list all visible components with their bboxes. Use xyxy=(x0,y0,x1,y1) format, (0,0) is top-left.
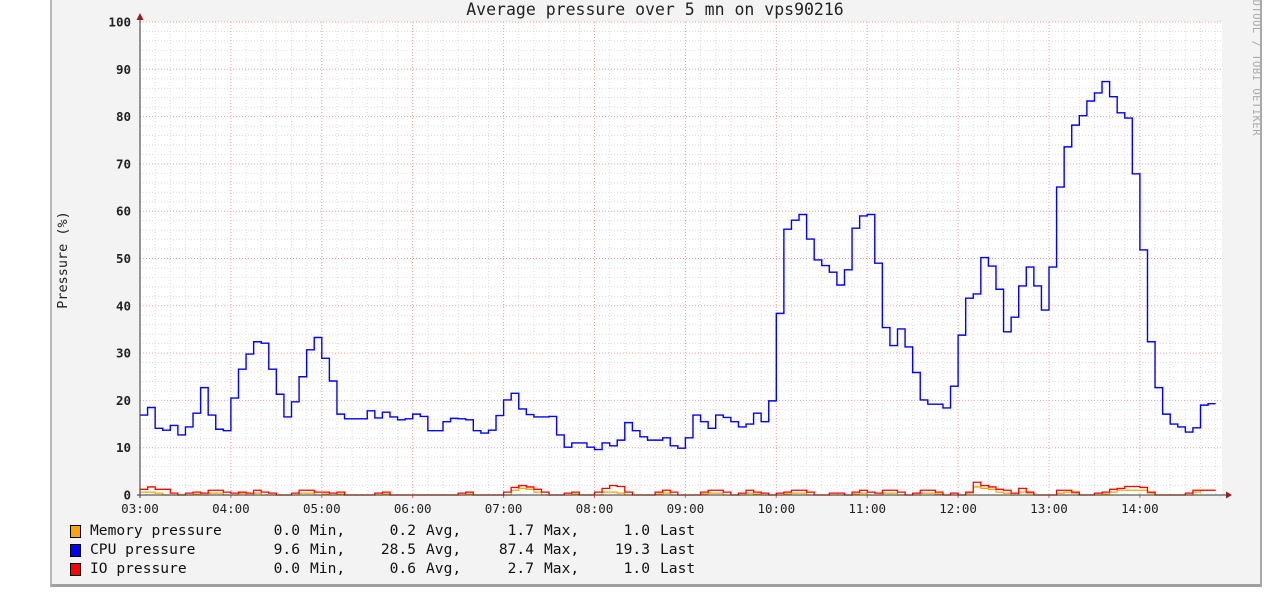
stat-min: 9.6 xyxy=(273,541,300,558)
stat-avg: 28.5 xyxy=(380,541,416,558)
x-axis-arrow-icon xyxy=(1226,491,1232,499)
stat-max: 1.7 xyxy=(507,522,534,539)
x-tick-label: 10:00 xyxy=(757,501,795,516)
watermark: RRDTOOL / TOBI OETIKER xyxy=(1250,0,1262,137)
y-tick-label: 20 xyxy=(116,393,131,408)
y-tick-label: 90 xyxy=(116,62,131,77)
legend-item-memory: Memory pressure 0.0 Min, 0.2 Avg, 1.7 Max, 1.0… xyxy=(70,522,770,540)
stat-max: 87.4 xyxy=(498,541,534,558)
y-tick-label: 40 xyxy=(116,298,131,313)
y-tick-label: 80 xyxy=(116,109,131,124)
stat-label-last: Last xyxy=(660,522,696,539)
y-tick-label: 50 xyxy=(116,251,131,266)
legend-item-io: IO pressure 0.0 Min, 0.6 Avg, 2.7 Max, 1.0 Last xyxy=(70,560,770,578)
x-tick-label: 06:00 xyxy=(394,501,432,516)
y-tick-label: 0 xyxy=(123,488,131,503)
legend-swatch-cpu xyxy=(70,544,81,557)
y-tick-label: 60 xyxy=(116,204,131,219)
stat-min: 0.0 xyxy=(273,560,300,577)
stat-label-avg: Avg, xyxy=(426,522,462,539)
legend-label: IO pressure xyxy=(90,560,187,577)
x-tick-label: 11:00 xyxy=(848,501,886,516)
stat-label-min: Min, xyxy=(310,541,346,558)
stat-label-last: Last xyxy=(660,541,696,558)
legend-swatch-io xyxy=(70,563,81,576)
stat-min: 0.0 xyxy=(273,522,300,539)
x-tick-label: 07:00 xyxy=(485,501,523,516)
x-tick-label: 14:00 xyxy=(1121,501,1159,516)
chart-title: Average pressure over 5 mn on vps90216 xyxy=(466,0,844,19)
y-tick-label: 70 xyxy=(116,156,131,171)
stat-label-max: Max, xyxy=(544,522,580,539)
y-tick-label: 30 xyxy=(116,346,131,361)
stat-last: 19.3 xyxy=(614,541,650,558)
y-tick-label: 10 xyxy=(116,440,131,455)
y-tick-label: 100 xyxy=(108,15,131,30)
stat-label-max: Max, xyxy=(544,560,580,577)
stat-last: 1.0 xyxy=(623,522,650,539)
stat-avg: 0.6 xyxy=(389,560,416,577)
x-tick-label: 08:00 xyxy=(576,501,614,516)
stat-label-avg: Avg, xyxy=(426,560,462,577)
x-tick-label: 12:00 xyxy=(939,501,977,516)
x-tick-label: 05:00 xyxy=(303,501,341,516)
stat-label-min: Min, xyxy=(310,522,346,539)
x-tick-label: 13:00 xyxy=(1030,501,1068,516)
x-tick-label: 03:00 xyxy=(121,501,159,516)
stat-label-max: Max, xyxy=(544,541,580,558)
stat-label-min: Min, xyxy=(310,560,346,577)
stat-avg: 0.2 xyxy=(389,522,416,539)
stat-last: 1.0 xyxy=(623,560,650,577)
legend-label: CPU pressure xyxy=(90,541,196,558)
legend-item-cpu: CPU pressure 9.6 Min, 28.5 Avg, 87.4 Max, 19.3… xyxy=(70,541,770,559)
cpu-pressure-line xyxy=(140,80,1216,451)
stat-label-avg: Avg, xyxy=(426,541,462,558)
y-axis-arrow-icon xyxy=(136,13,144,20)
legend-label: Memory pressure xyxy=(90,522,222,539)
x-tick-label: 04:00 xyxy=(212,501,250,516)
stat-max: 2.7 xyxy=(507,560,534,577)
stat-label-last: Last xyxy=(660,560,696,577)
legend-swatch-memory xyxy=(70,525,81,538)
x-tick-label: 09:00 xyxy=(667,501,705,516)
